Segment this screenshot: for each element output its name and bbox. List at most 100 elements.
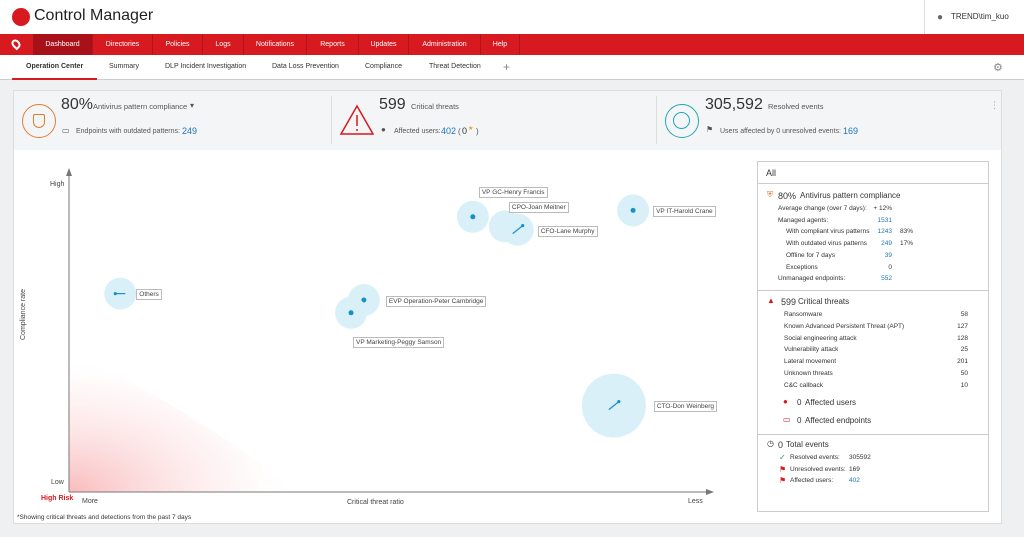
critical-threats-value: 599 xyxy=(379,96,406,113)
compliance-row-percent: 83% xyxy=(899,228,913,236)
bubble-label[interactable]: CTO-Don Weinberg xyxy=(653,400,718,412)
bubble-label[interactable]: EVP Operation-Peter Cambridge xyxy=(385,296,487,307)
unresolved-users-label: Users affected by 0 unresolved events: xyxy=(720,128,841,135)
bubble-center-dot xyxy=(470,214,476,220)
bubble-label[interactable]: CPO-Joan Meitner xyxy=(508,202,569,214)
compliance-row-value[interactable]: 1243 xyxy=(877,228,892,236)
threat-row-value: 127 xyxy=(957,322,968,330)
trend-logo-icon xyxy=(12,8,30,26)
app-header: Control Manager ● TREND\tim_kuo xyxy=(0,0,1024,34)
add-tab-icon[interactable]: + xyxy=(503,60,511,74)
summary-bar xyxy=(14,91,1001,150)
event-row-label: Resolved events: xyxy=(790,454,840,461)
threat-row-label: C&C callback xyxy=(784,381,824,389)
threat-row-label: Social engineering attack xyxy=(784,334,857,342)
unresolved-users-value[interactable]: 169 xyxy=(843,126,859,136)
side-threats-label: Critical threats xyxy=(798,297,850,306)
check-circle-icon: ✓ xyxy=(779,453,786,462)
threat-row-value: 128 xyxy=(957,334,968,342)
clock-icon: ◷ xyxy=(767,439,774,448)
compliance-row-value[interactable]: 1531 xyxy=(877,216,892,224)
threat-row-label: Known Advanced Persistent Threat (APT) xyxy=(784,322,905,330)
bubble-label[interactable]: VP GC-Henry Francis xyxy=(478,186,548,198)
user-icon: ● xyxy=(783,397,788,406)
nav-dashboard[interactable]: Dashboard xyxy=(33,34,93,55)
trend-arrow-icon xyxy=(512,225,524,235)
tab-data-loss-prevention[interactable]: Data Loss Prevention xyxy=(272,63,339,70)
compliance-row-value[interactable]: 249 xyxy=(881,240,892,248)
flag-icon: ⚑ xyxy=(779,464,787,474)
tab-operation-center[interactable]: Operation Center xyxy=(12,55,98,80)
more-options-icon[interactable]: ⋮ xyxy=(990,100,999,110)
x-axis-arrow xyxy=(706,489,714,495)
side-divider xyxy=(757,434,989,435)
compliance-value: 80% xyxy=(61,96,94,113)
side-divider xyxy=(757,183,989,184)
bubble-label[interactable]: VP IT-Harold Crane xyxy=(653,206,716,218)
nav-reports[interactable]: Reports xyxy=(307,34,359,55)
flag-icon: ⚑ xyxy=(706,125,714,134)
home-location-icon[interactable] xyxy=(0,34,33,55)
trend-arrow-head xyxy=(617,400,621,404)
event-row-value: 169 xyxy=(849,465,860,473)
affected-endpoints-text: Affected endpoints xyxy=(805,416,872,425)
threat-row-value: 201 xyxy=(957,358,968,366)
monitor-icon: ▭ xyxy=(62,126,70,135)
bubble-label[interactable]: Others xyxy=(136,288,162,300)
affected-users-value[interactable]: 402 xyxy=(441,126,457,136)
compliance-row-value[interactable]: 552 xyxy=(881,275,892,283)
y-tick-low: Low xyxy=(51,479,64,486)
tab-dlp-incident-investigation[interactable]: DLP Incident Investigation xyxy=(165,63,247,70)
trend-arrow-head xyxy=(113,292,117,296)
nav-help[interactable]: Help xyxy=(481,34,520,55)
high-risk-label: High Risk xyxy=(41,495,74,502)
side-compliance-value: 80% xyxy=(778,191,797,201)
resolved-events-label: Resolved events xyxy=(768,102,824,111)
affected-endpoints-count: 0 xyxy=(797,416,802,425)
user-name[interactable]: TREND\tim_kuo xyxy=(951,12,1009,21)
nav-notifications[interactable]: Notifications xyxy=(244,34,307,55)
bubble-center-dot xyxy=(361,297,367,303)
y-tick-high: High xyxy=(50,181,65,188)
compliance-row-label: With compliant virus patterns xyxy=(786,228,870,236)
high-risk-zone xyxy=(69,355,299,492)
compliance-row-value[interactable]: 39 xyxy=(884,251,892,259)
tab-compliance[interactable]: Compliance xyxy=(365,63,402,70)
event-row-label: Unresolved events: xyxy=(790,465,846,473)
event-row-value: 305592 xyxy=(849,454,871,461)
event-row-value[interactable]: 402 xyxy=(849,477,860,485)
user-menu[interactable]: ● TREND\tim_kuo xyxy=(924,0,1024,34)
footnote: *Showing critical threats and detections… xyxy=(17,514,192,521)
side-compliance-label: Antivirus pattern compliance xyxy=(800,191,901,200)
nav-logs[interactable]: Logs xyxy=(203,34,244,55)
affected-users-label: Affected users: xyxy=(394,128,441,135)
compliance-label: Antivirus pattern compliance xyxy=(93,102,188,111)
x-axis-label: Critical threat ratio xyxy=(347,499,404,506)
warning-icon: ▲ xyxy=(767,296,775,305)
compliance-row-value: 0 xyxy=(888,263,892,271)
outdated-patterns-value[interactable]: 249 xyxy=(182,126,198,136)
detail-side-panel xyxy=(757,161,989,512)
compliance-row-label: Exceptions xyxy=(786,263,818,271)
shield-icon: ⛨ xyxy=(767,190,773,199)
compliance-row-label: Average change (over 7 days): xyxy=(778,205,867,212)
gear-icon[interactable]: ⚙ xyxy=(993,62,1003,74)
nav-policies[interactable]: Policies xyxy=(153,34,203,55)
tab-summary[interactable]: Summary xyxy=(109,63,139,70)
bubble-label[interactable]: CFO-Lane Murphy xyxy=(537,225,598,237)
app-title: Control Manager xyxy=(34,7,154,24)
critical-threats-label: Critical threats xyxy=(411,102,459,111)
compliance-row-label: Offline for 7 days xyxy=(786,251,836,259)
tab-threat-detection[interactable]: Threat Detection xyxy=(429,63,481,70)
monitor-icon: ▭ xyxy=(783,415,791,424)
nav-administration[interactable]: Administration xyxy=(409,34,481,55)
chevron-down-icon[interactable]: ▾ xyxy=(190,101,195,110)
threat-row-label: Lateral movement xyxy=(784,358,837,366)
compliance-row-label: Unmanaged endpoints: xyxy=(778,275,846,283)
affected-users-extra-open: ( xyxy=(458,127,461,136)
x-tick-less: Less xyxy=(688,498,703,505)
nav-updates[interactable]: Updates xyxy=(359,34,409,55)
nav-directories[interactable]: Directories xyxy=(93,34,153,55)
risk-scatter-chart xyxy=(66,168,714,495)
bubble-label[interactable]: VP Marketing-Peggy Samson xyxy=(353,336,445,348)
